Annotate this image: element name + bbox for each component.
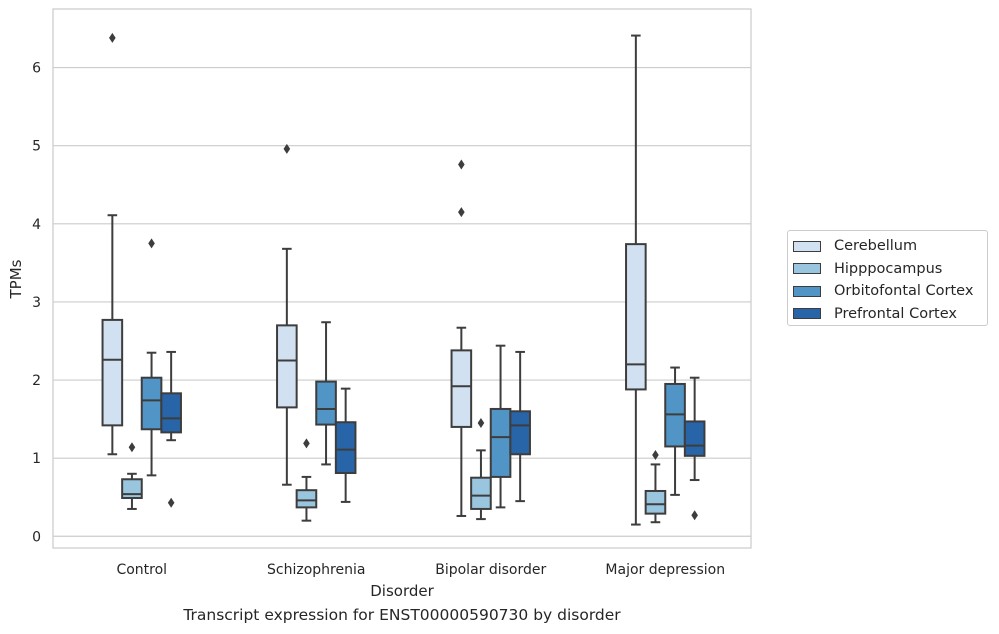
outlier-point: [303, 438, 310, 449]
legend-item: Orbitofontal Cortex: [793, 280, 987, 303]
box-2: [509, 350, 531, 503]
outlier-point: [458, 159, 465, 170]
legend-label: Prefrontal Cortex: [834, 305, 957, 322]
y-axis-ticks: 0 1 2 3 4 5 6: [32, 61, 41, 546]
y-tick-label: 0: [32, 529, 41, 545]
x-axis-ticks: Control Schizophrenia Bipolar disorder Majo…: [116, 562, 725, 578]
box-3: [644, 450, 667, 524]
box-iqr: [295, 489, 318, 509]
y-tick-label: 3: [32, 295, 41, 311]
box-1: [276, 143, 298, 486]
box-0: [160, 350, 182, 508]
outlier-point: [128, 442, 136, 453]
x-axis-title: Disorder: [370, 582, 434, 600]
box-iqr: [644, 489, 667, 515]
x-tick-label: Control: [116, 562, 167, 578]
y-axis-title: TPMs: [7, 259, 25, 299]
box-series: [101, 32, 706, 526]
box-iqr: [489, 407, 512, 478]
outlier-point: [652, 450, 659, 461]
outlier-point: [477, 418, 485, 429]
outlier-point: [691, 510, 698, 521]
box-iqr: [121, 478, 143, 500]
box-iqr: [334, 421, 357, 475]
box-0: [121, 442, 143, 510]
legend-label: Cerebellum: [834, 238, 918, 255]
box-2: [450, 159, 473, 517]
box-iqr: [470, 476, 492, 510]
box-3: [683, 376, 706, 521]
legend-item: Hipppocampus: [793, 258, 987, 281]
legend-swatch: [793, 263, 821, 275]
box-iqr: [315, 380, 337, 426]
box-0: [101, 32, 124, 456]
x-tick-label: Schizophrenia: [267, 562, 365, 578]
x-tick-label: Major depression: [605, 562, 725, 578]
x-tick-label: Bipolar disorder: [435, 562, 546, 578]
chart-caption: Transcript expression for ENST0000059073…: [183, 606, 621, 624]
box-3: [625, 34, 647, 526]
outlier-point: [283, 143, 291, 154]
box-3: [664, 366, 686, 496]
box-iqr: [101, 318, 124, 427]
box-2: [489, 344, 512, 509]
legend: Cerebellum Hipppocampus Orbitofontal Corte…: [787, 230, 988, 326]
legend-swatch: [793, 308, 821, 320]
legend-swatch: [793, 285, 821, 297]
outlier-point: [167, 497, 175, 508]
box-iqr: [140, 376, 163, 431]
y-tick-label: 6: [32, 61, 41, 77]
legend-label: Orbitofontal Cortex: [834, 283, 974, 300]
box-iqr: [160, 392, 182, 434]
series-orbitofontal-cortex: [140, 238, 686, 509]
box-1: [334, 387, 357, 503]
y-tick-label: 1: [32, 451, 41, 467]
box-1: [315, 321, 337, 466]
y-tick-label: 5: [32, 139, 41, 155]
box-iqr: [625, 243, 647, 391]
box-iqr: [276, 324, 298, 409]
legend-label: Hipppocampus: [834, 260, 943, 277]
y-tick-label: 2: [32, 373, 41, 389]
legend-item: Cerebellum: [793, 235, 987, 258]
outlier-point: [458, 207, 465, 218]
box-iqr: [450, 349, 473, 428]
box-2: [470, 418, 492, 521]
series-prefrontal-cortex: [160, 350, 706, 521]
box-iqr: [683, 420, 706, 457]
legend-item: Prefrontal Cortex: [793, 303, 987, 326]
outlier-point: [109, 32, 116, 43]
box-1: [295, 438, 318, 522]
series-hipppocampus: [121, 418, 667, 524]
box-iqr: [509, 410, 531, 456]
series-cerebellum: [101, 32, 647, 526]
outlier-point: [148, 238, 155, 249]
y-tick-label: 4: [32, 217, 41, 233]
gridlines: [53, 66, 751, 537]
legend-swatch: [793, 240, 821, 252]
